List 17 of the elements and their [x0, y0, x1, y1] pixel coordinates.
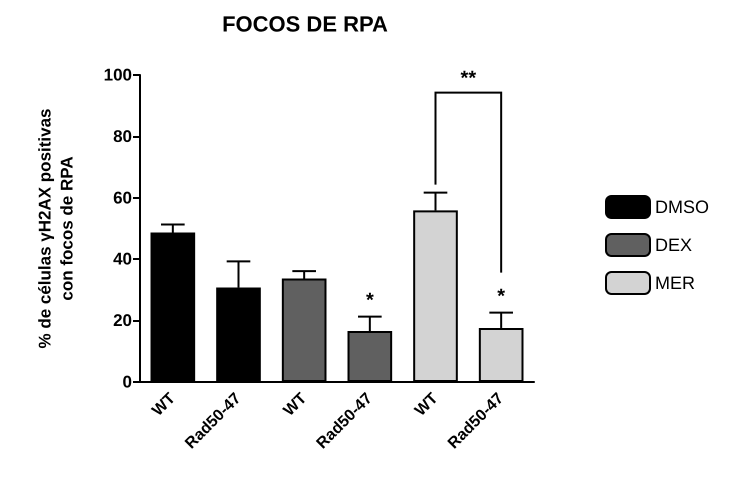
y-tick-label: 20 — [113, 311, 132, 330]
legend-label: MER — [655, 273, 695, 293]
legend-label: DEX — [655, 235, 692, 255]
y-tick-label: 0 — [122, 372, 132, 392]
data-label: * — [366, 290, 374, 312]
x-tick-label: WT — [280, 390, 310, 420]
y-tick-label: 60 — [113, 188, 132, 208]
chart-title: FOCOS DE RPA — [222, 12, 388, 36]
x-tick-label: WT — [149, 390, 180, 420]
data-label: * — [497, 286, 506, 308]
x-tick-label: WT — [412, 390, 442, 420]
legend-label: DMSO — [655, 197, 709, 217]
y-tick-label: 80 — [113, 126, 132, 146]
y-axis-title: % de células γH2AX positivas con focos de RPA — [36, 108, 76, 348]
annotation: ** — [460, 68, 476, 90]
y-tick-label: 100 — [104, 66, 132, 84]
y-tick-label: 40 — [113, 250, 132, 269]
